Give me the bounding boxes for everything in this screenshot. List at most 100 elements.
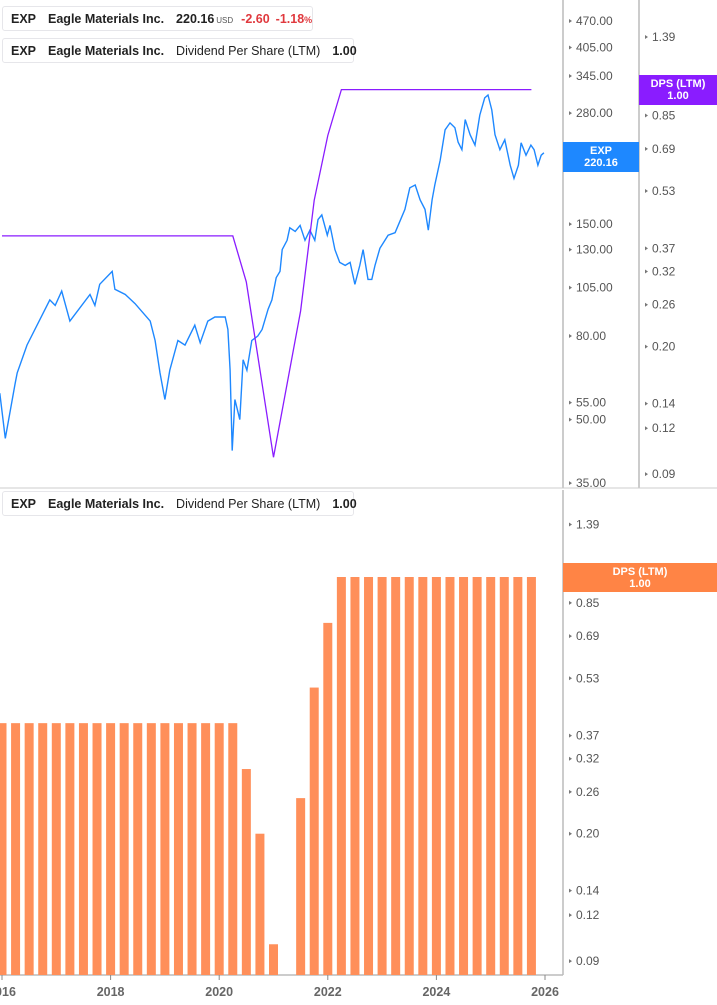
dps-bar[interactable]: [0, 723, 7, 975]
price-tick-label: 130.00: [576, 243, 613, 257]
dps-bar[interactable]: [187, 723, 197, 975]
tick-mark: [569, 676, 572, 681]
dps-bar[interactable]: [11, 723, 21, 975]
x-tick-label: 2016: [0, 985, 16, 999]
dps-bar[interactable]: [513, 577, 523, 975]
price-tick-label: 280.00: [576, 106, 613, 120]
bottom-dps-tick-label: 0.53: [576, 671, 600, 685]
dps-bar[interactable]: [445, 577, 455, 975]
dps-legend-top[interactable]: EXP Eagle Materials Inc. Dividend Per Sh…: [2, 38, 357, 63]
dps-bar[interactable]: [201, 723, 211, 975]
tick-mark: [645, 401, 648, 406]
dps-bar[interactable]: [173, 723, 183, 975]
dps-bar[interactable]: [38, 723, 48, 975]
dps-bar[interactable]: [24, 723, 34, 975]
price-tick-label: 470.00: [576, 14, 613, 28]
dps-bar[interactable]: [119, 723, 129, 975]
dps-bar[interactable]: [296, 798, 306, 975]
dps-bar[interactable]: [418, 577, 428, 975]
legend-company: Eagle Materials Inc.: [48, 43, 165, 58]
dps-bar[interactable]: [269, 944, 278, 975]
tick-mark: [645, 188, 648, 193]
bottom-dps-tick-label: 0.37: [576, 729, 600, 743]
x-tick-label: 2018: [97, 985, 125, 999]
dps-bar[interactable]: [364, 577, 374, 975]
tick-mark: [569, 888, 572, 893]
legend-metric: Dividend Per Share (LTM): [176, 43, 321, 58]
tick-mark: [569, 756, 572, 761]
price-tick-label: 35.00: [576, 476, 606, 490]
dps-legend-bottom[interactable]: EXP Eagle Materials Inc. Dividend Per Sh…: [2, 491, 357, 516]
dps-tick-label: 0.85: [652, 109, 676, 123]
tick-mark: [645, 426, 648, 431]
legend-company: Eagle Materials Inc.: [48, 496, 165, 511]
tick-mark: [645, 246, 648, 251]
tick-mark: [645, 146, 648, 151]
dps-bar[interactable]: [214, 723, 224, 975]
dps-line[interactable]: [2, 88, 532, 458]
dps-bar[interactable]: [350, 577, 360, 975]
legend-company: Eagle Materials Inc.: [48, 11, 165, 26]
tick-mark: [569, 789, 572, 794]
dps-bar[interactable]: [228, 723, 238, 975]
dps-bar[interactable]: [486, 577, 496, 975]
tick-mark: [569, 247, 572, 252]
dps-bar[interactable]: [431, 577, 441, 975]
price-badge: EXP 220.16: [563, 142, 639, 172]
dps-tick-label: 0.12: [652, 421, 676, 435]
price-tick-label: 105.00: [576, 281, 613, 295]
bottom-dps-tick-label: 0.14: [576, 884, 600, 898]
price-tick-label: 345.00: [576, 69, 613, 83]
dps-bar[interactable]: [404, 577, 414, 975]
dps-bar[interactable]: [51, 723, 61, 975]
dps-bar[interactable]: [65, 723, 75, 975]
dps-bar[interactable]: [472, 577, 482, 975]
tick-mark: [645, 269, 648, 274]
price-tick-label: 405.00: [576, 40, 613, 54]
bottom-dps-tick-label: 0.12: [576, 908, 600, 922]
tick-mark: [569, 285, 572, 290]
tick-mark: [645, 344, 648, 349]
dps-badge-top: DPS (LTM) 1.00: [639, 75, 717, 105]
dps-tick-label: 0.20: [652, 340, 676, 354]
dps-bar[interactable]: [336, 577, 346, 975]
badge-value: 1.00: [629, 577, 651, 590]
dps-bar[interactable]: [160, 723, 170, 975]
badge-label: DPS (LTM): [650, 78, 706, 90]
tick-mark: [645, 472, 648, 477]
dps-tick-label: 0.37: [652, 241, 676, 255]
tick-mark: [645, 113, 648, 118]
dps-bar[interactable]: [241, 769, 251, 975]
tick-mark: [569, 733, 572, 738]
dps-bar[interactable]: [133, 723, 143, 975]
price-line[interactable]: [0, 93, 545, 451]
dps-bar[interactable]: [499, 577, 509, 975]
tick-mark: [569, 600, 572, 605]
dps-bar[interactable]: [391, 577, 401, 975]
x-tick-label: 2026: [531, 985, 559, 999]
dps-bar[interactable]: [106, 723, 116, 975]
dps-bar[interactable]: [255, 833, 265, 975]
bottom-dps-tick-label: 0.26: [576, 785, 600, 799]
dps-bar[interactable]: [92, 723, 102, 975]
tick-mark: [569, 111, 572, 116]
dps-tick-label: 0.69: [652, 142, 676, 156]
tick-mark: [645, 302, 648, 307]
dps-bar[interactable]: [459, 577, 469, 975]
tick-mark: [569, 831, 572, 836]
dps-bar[interactable]: [146, 723, 156, 975]
tick-mark: [569, 481, 572, 486]
tick-mark: [569, 959, 572, 964]
bottom-dps-tick-label: 0.09: [576, 954, 600, 968]
bottom-dps-tick-label: 0.20: [576, 827, 600, 841]
dps-bar[interactable]: [78, 723, 88, 975]
price-tick-label: 80.00: [576, 329, 606, 343]
tick-mark: [569, 400, 572, 405]
dps-bar[interactable]: [526, 577, 536, 975]
change-pct-value: -1.18: [275, 11, 305, 26]
price-legend[interactable]: EXP Eagle Materials Inc. 220.16 USD -2.6…: [2, 6, 313, 31]
dps-tick-label: 0.53: [652, 184, 676, 198]
dps-bar[interactable]: [309, 687, 319, 975]
dps-bar[interactable]: [323, 622, 333, 975]
dps-bar[interactable]: [377, 577, 387, 975]
